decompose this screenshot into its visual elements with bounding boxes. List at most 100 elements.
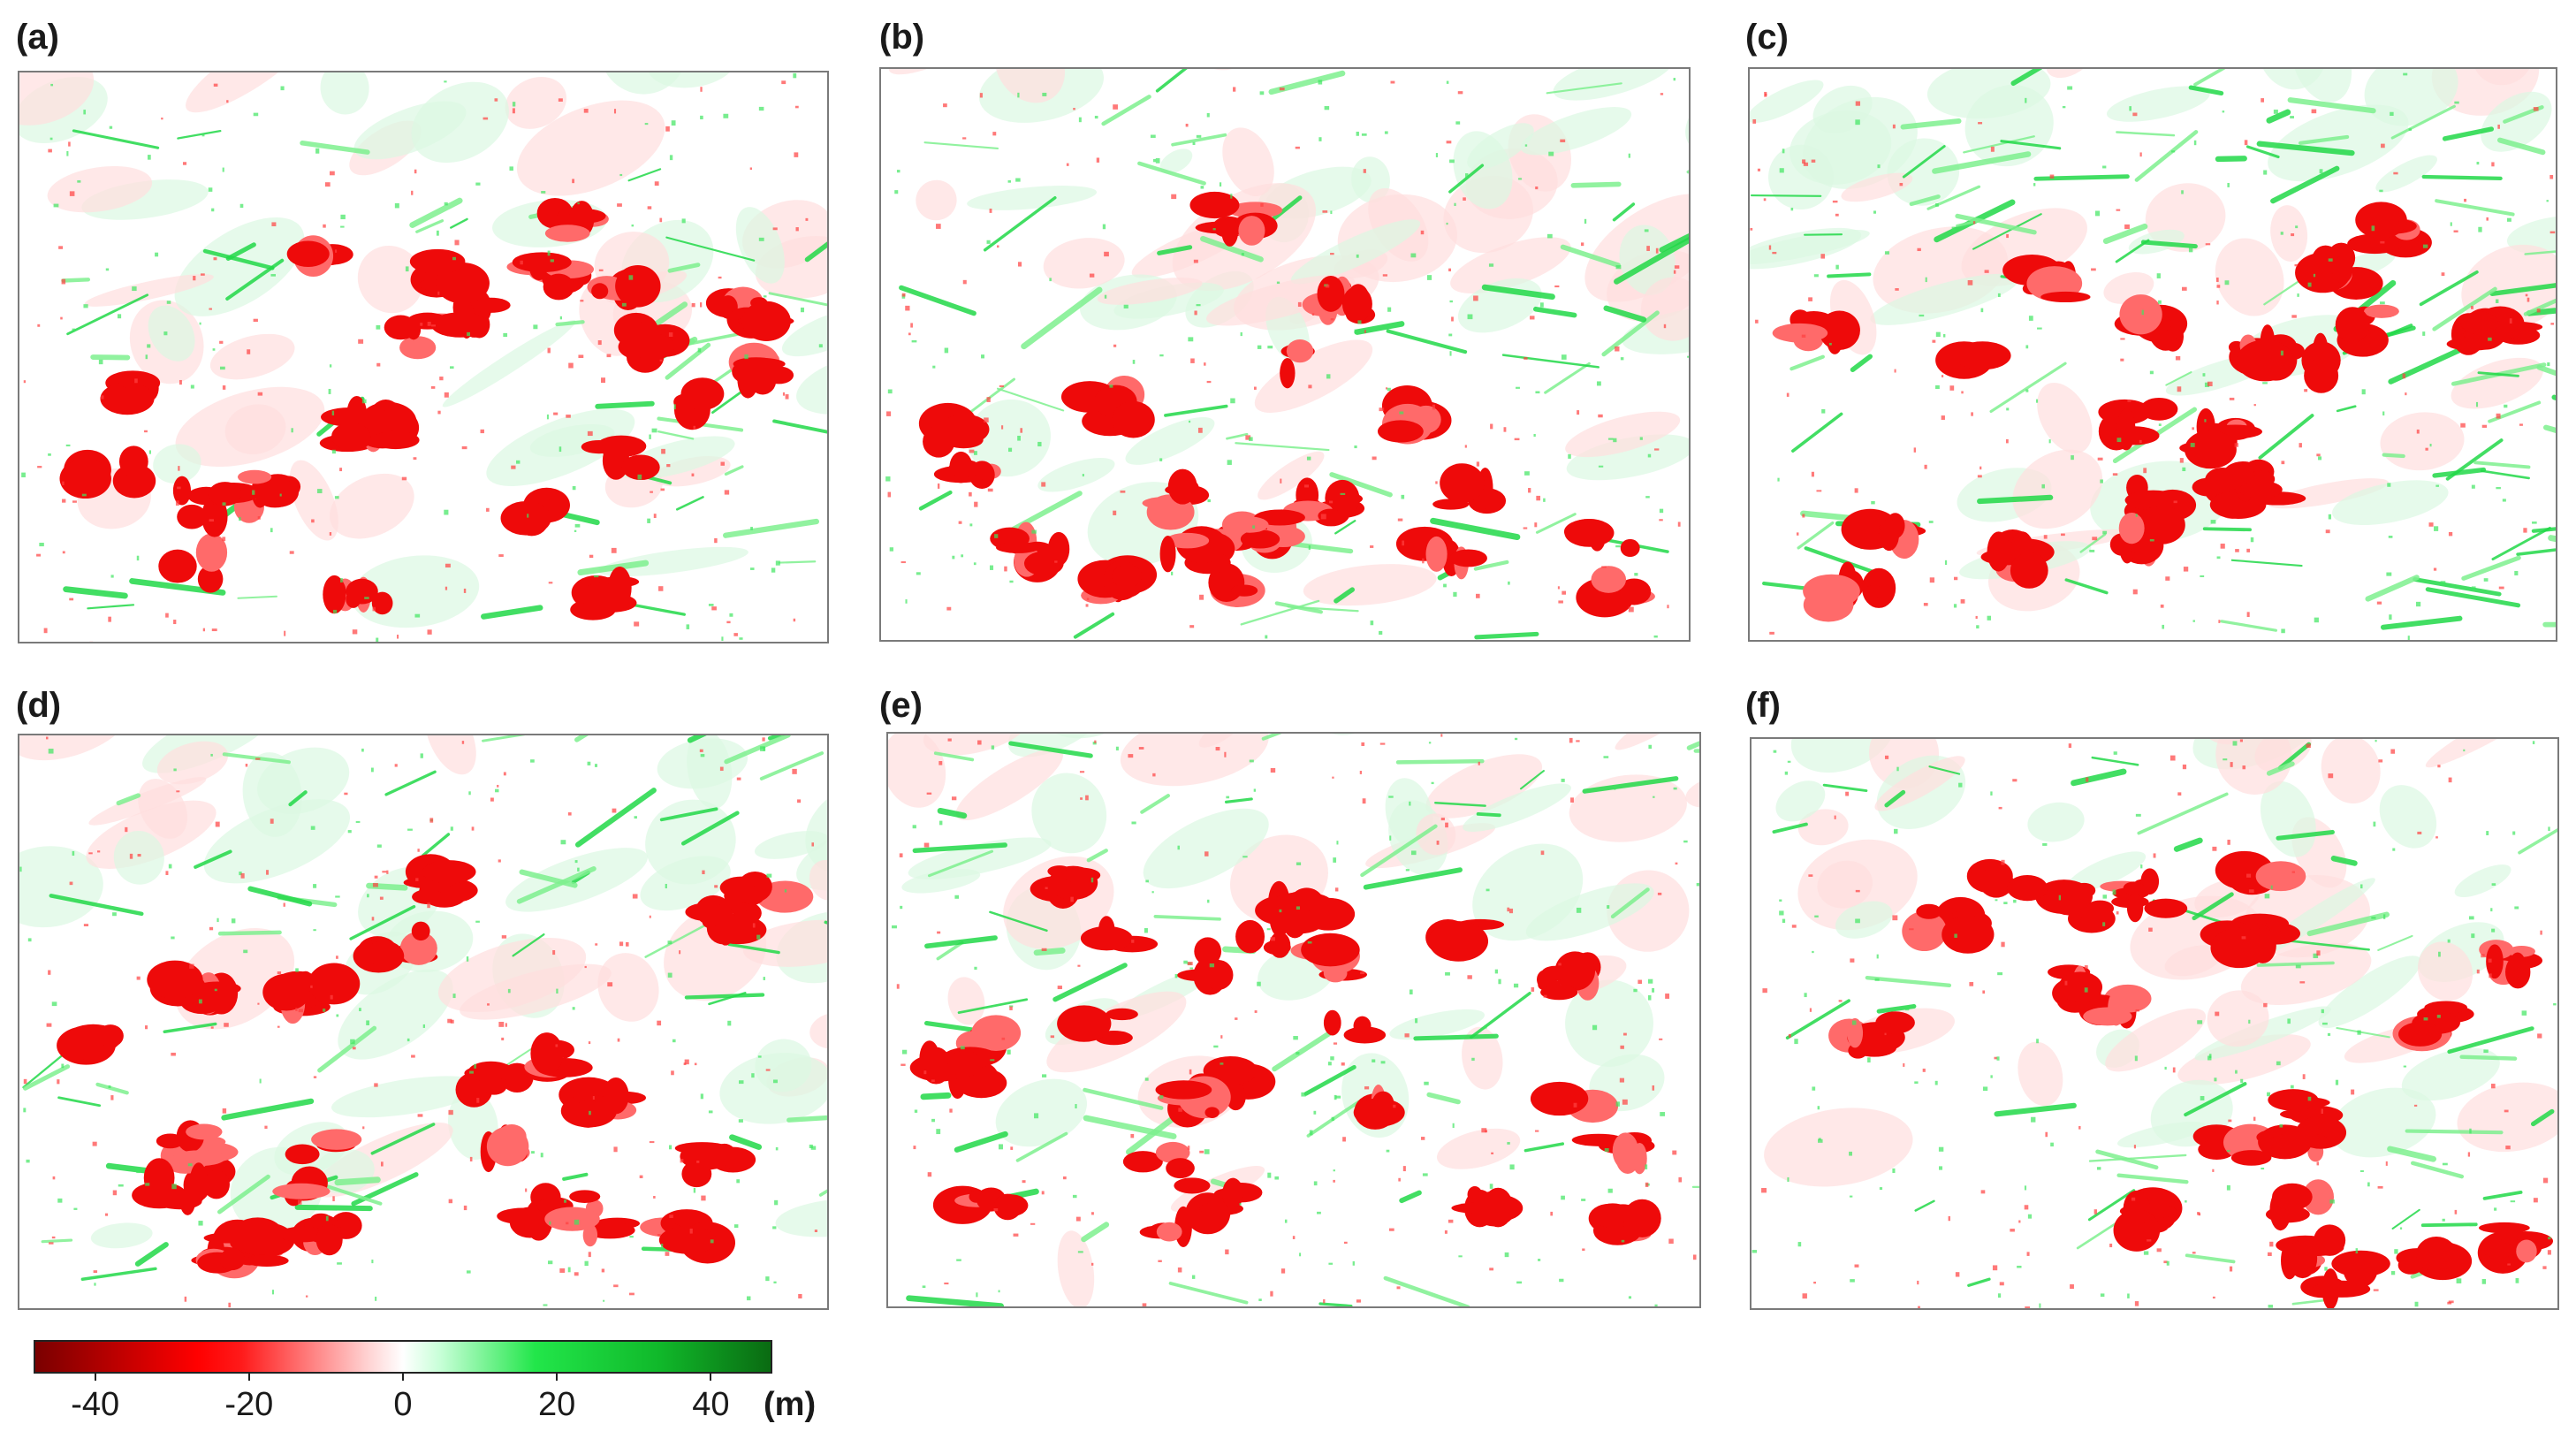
speckle <box>566 415 571 418</box>
speckle <box>1577 410 1580 415</box>
green-ridge-streak <box>217 1174 270 1214</box>
speckle <box>420 753 423 758</box>
speckle <box>2197 1020 2203 1024</box>
speckle <box>1628 1296 1632 1299</box>
speckle <box>2227 839 2230 845</box>
speckle <box>736 777 741 780</box>
green-ridge-streak <box>1501 354 1600 369</box>
speckle <box>1207 499 1211 503</box>
speckle <box>653 1196 656 1199</box>
speckle <box>773 1281 777 1283</box>
green-ridge-streak <box>1524 1142 1565 1153</box>
speckle <box>1436 840 1440 845</box>
speckle <box>2291 315 2297 318</box>
speckle <box>1828 342 1832 346</box>
speckle <box>634 816 637 819</box>
speckle <box>2486 217 2489 221</box>
speckle <box>984 417 989 423</box>
green-ridge-streak <box>2266 761 2295 776</box>
speckle <box>2212 1169 2215 1172</box>
speckle <box>774 1199 779 1206</box>
speckle <box>2169 755 2176 761</box>
speckle <box>62 499 66 503</box>
green-ridge-streak <box>1519 770 1545 790</box>
red-cluster <box>1540 985 1578 1001</box>
speckle <box>714 885 718 888</box>
green-ridge-streak <box>1791 412 1843 453</box>
speckle <box>1333 1042 1338 1045</box>
speckle <box>1424 1081 1429 1085</box>
speckle <box>1327 1062 1332 1066</box>
speckle <box>1809 1008 1812 1012</box>
speckle <box>1199 594 1204 600</box>
speckle <box>62 551 65 554</box>
speckle <box>1508 908 1514 914</box>
texture-blotch <box>2318 956 2421 1028</box>
speckle <box>667 940 672 945</box>
speckle <box>1007 1049 1011 1055</box>
speckle <box>1683 840 1688 843</box>
speckle <box>1151 891 1154 894</box>
speckle <box>1779 168 1784 173</box>
speckle <box>2422 331 2426 336</box>
speckle <box>2536 308 2541 313</box>
speckle <box>2454 1209 2458 1214</box>
speckle <box>1455 121 1461 125</box>
speckle <box>19 866 22 872</box>
speckle <box>51 1236 56 1239</box>
speckle <box>2295 964 2301 969</box>
speckle <box>1598 465 1604 468</box>
speckle <box>2373 821 2376 827</box>
speckle <box>661 448 665 454</box>
speckle <box>2381 143 2385 148</box>
speckle <box>785 394 789 400</box>
speckle <box>210 753 213 757</box>
texture-blotch <box>331 1076 483 1118</box>
speckle <box>1814 915 1819 917</box>
speckle <box>1884 755 1889 759</box>
red-cluster <box>2185 430 2237 469</box>
speckle <box>2376 601 2382 605</box>
speckle <box>2163 1260 2168 1264</box>
speckle <box>1130 1133 1135 1138</box>
speckle <box>668 332 673 338</box>
speckle <box>277 1025 280 1028</box>
texture-blotch <box>1841 172 1913 202</box>
speckle <box>700 1093 703 1100</box>
speckle <box>495 788 499 793</box>
speckle <box>209 308 212 310</box>
red-cluster <box>132 1182 187 1209</box>
speckle <box>1444 1230 1448 1234</box>
speckle <box>2329 1199 2335 1204</box>
texture-blotch <box>1640 277 1689 341</box>
speckle <box>1075 1104 1077 1109</box>
speckle <box>2064 980 2068 986</box>
speckle <box>1045 887 1048 889</box>
speckle <box>511 465 516 469</box>
speckle <box>1582 1248 1585 1251</box>
speckle <box>1596 381 1601 386</box>
speckle <box>1089 273 1095 278</box>
speckle <box>2026 1252 2030 1256</box>
green-ridge-streak <box>1932 151 2032 174</box>
speckle <box>2036 1039 2039 1044</box>
red-cluster <box>231 1217 285 1255</box>
speckle <box>1620 357 1624 361</box>
speckle <box>1215 746 1220 751</box>
speckle <box>720 461 725 466</box>
speckle <box>939 820 943 826</box>
speckle <box>574 860 578 864</box>
texture-blotch <box>1425 754 1543 818</box>
green-ridge-streak <box>2516 548 2556 556</box>
speckle <box>1085 604 1089 607</box>
speckle <box>2267 1252 2272 1256</box>
speckle <box>644 123 649 126</box>
speckle <box>2429 444 2432 447</box>
speckle <box>1817 1106 1820 1110</box>
speckle <box>2089 549 2095 552</box>
red-cluster <box>1902 910 1947 952</box>
speckle <box>98 359 103 365</box>
green-ridge-streak <box>2256 141 2355 156</box>
speckle <box>1808 874 1813 877</box>
green-ridge-streak <box>1235 442 1330 452</box>
